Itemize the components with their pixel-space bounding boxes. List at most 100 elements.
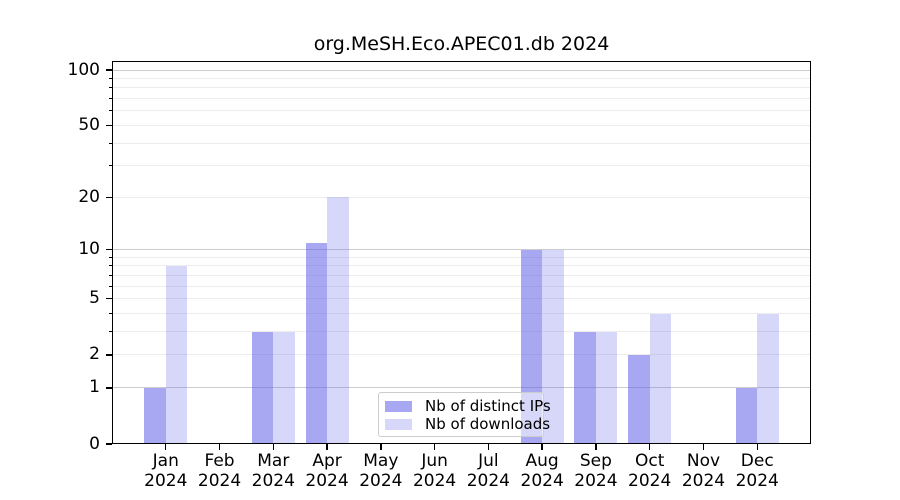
x-tick-year: 2024 xyxy=(197,470,242,491)
gridline-major xyxy=(112,249,811,251)
x-tick-month: Mar xyxy=(257,451,290,471)
y-axis-minor-tick xyxy=(108,124,112,126)
x-axis-tick-label: Aug 2024 xyxy=(497,451,587,491)
bar-downloads-mar xyxy=(273,331,295,444)
x-axis-tick-label: Sep 2024 xyxy=(551,451,641,491)
x-tick-year: 2024 xyxy=(251,470,295,491)
y-axis-tick-label: 0 xyxy=(89,433,100,454)
legend-label-downloads: Nb of downloads xyxy=(425,415,551,433)
bar-downloads-oct xyxy=(649,313,672,444)
x-axis-tick xyxy=(648,444,651,450)
legend-swatch-downloads xyxy=(385,418,412,430)
x-tick-year: 2024 xyxy=(628,470,672,491)
x-tick-month: Jun xyxy=(421,451,448,471)
gridline-minor xyxy=(112,196,811,198)
y-axis-minor-tick xyxy=(108,165,112,167)
x-axis-tick xyxy=(702,444,705,450)
x-axis-tick-label: Mar 2024 xyxy=(228,451,318,491)
y-axis-tick-label: 100 xyxy=(67,59,100,80)
x-axis-tick xyxy=(595,444,597,450)
bar-distinct-ips-mar xyxy=(251,331,274,444)
legend-item-distinct-ips: Nb of distinct IPs xyxy=(385,397,551,415)
x-tick-year: 2024 xyxy=(681,470,726,491)
gridline-minor xyxy=(112,256,811,258)
x-axis-tick xyxy=(165,444,167,450)
gridline-minor xyxy=(112,165,811,167)
x-axis-tick-label: Jun 2024 xyxy=(390,451,480,491)
y-axis-tick-label: 20 xyxy=(78,186,100,207)
y-axis-minor-tick xyxy=(108,274,112,276)
bar-downloads-jan xyxy=(165,265,188,444)
x-axis-tick-label: Oct 2024 xyxy=(605,451,695,491)
x-axis-tick xyxy=(756,444,758,450)
x-axis-tick-label: Nov 2024 xyxy=(658,451,748,491)
y-axis-minor-tick xyxy=(108,265,112,267)
x-tick-month: May xyxy=(363,451,399,471)
x-tick-month: Aug xyxy=(525,451,559,471)
x-axis-tick xyxy=(272,444,274,450)
gridline-minor xyxy=(112,313,811,315)
x-axis-tick xyxy=(433,444,436,450)
x-axis-tick-label: May 2024 xyxy=(336,451,426,491)
bar-downloads-aug xyxy=(542,249,564,444)
y-axis-minor-tick xyxy=(108,77,112,79)
y-axis-minor-tick xyxy=(108,354,112,356)
gridline-minor xyxy=(112,354,811,356)
y-axis-minor-tick xyxy=(108,98,112,100)
y-axis-tick-label: 1 xyxy=(89,377,100,398)
x-tick-month: Nov xyxy=(686,451,721,471)
x-tick-year: 2024 xyxy=(466,470,510,491)
y-axis-minor-tick xyxy=(108,313,112,315)
x-axis-tick-label: Jul 2024 xyxy=(443,451,533,491)
y-axis-tick-label: 10 xyxy=(78,239,100,260)
y-axis-tick xyxy=(106,69,112,71)
bar-downloads-dec xyxy=(757,313,779,444)
x-tick-year: 2024 xyxy=(735,470,779,491)
y-axis-tick-label: 2 xyxy=(89,344,100,365)
x-axis-tick xyxy=(541,444,543,450)
bar-downloads-sep xyxy=(595,331,618,444)
plot-area xyxy=(112,61,811,444)
gridline-minor xyxy=(112,265,811,267)
gridline-minor xyxy=(112,285,811,287)
gridline-minor xyxy=(112,331,811,333)
gridline-minor xyxy=(112,274,811,276)
x-tick-year: 2024 xyxy=(144,470,188,491)
x-tick-year: 2024 xyxy=(305,470,349,491)
chart-title: org.MeSH.Eco.APEC01.db 2024 xyxy=(313,33,610,55)
gridline-minor xyxy=(112,87,811,89)
bar-distinct-ips-apr xyxy=(305,242,328,444)
x-tick-month: Sep xyxy=(579,451,612,471)
x-tick-month: Oct xyxy=(634,451,665,471)
y-axis-minor-tick xyxy=(108,196,112,198)
y-axis-minor-tick xyxy=(108,256,112,258)
x-tick-month: Dec xyxy=(740,451,774,471)
x-axis-tick xyxy=(487,444,490,450)
x-tick-year: 2024 xyxy=(412,470,457,491)
y-axis-minor-tick xyxy=(108,87,112,89)
legend: Nb of distinct IPs Nb of downloads xyxy=(378,392,551,437)
legend-swatch-distinct-ips xyxy=(385,400,412,412)
legend-item-downloads: Nb of downloads xyxy=(385,415,550,433)
gridline-major xyxy=(112,69,811,71)
bar-distinct-ips-jan xyxy=(144,387,166,444)
bar-distinct-ips-sep xyxy=(574,331,596,444)
x-tick-year: 2024 xyxy=(520,470,564,491)
y-axis-minor-tick xyxy=(108,142,112,144)
x-tick-month: Jul xyxy=(478,451,499,471)
x-axis-tick-label: Feb 2024 xyxy=(175,451,265,491)
y-axis-minor-tick xyxy=(108,331,112,333)
bar-distinct-ips-oct xyxy=(628,354,650,444)
y-axis-minor-tick xyxy=(108,285,112,287)
x-tick-year: 2024 xyxy=(359,470,403,491)
x-tick-month: Jan xyxy=(152,451,179,471)
y-axis-tick-label: 5 xyxy=(89,288,100,309)
gridline-minor xyxy=(112,98,811,100)
x-axis-tick xyxy=(218,444,221,450)
x-tick-year: 2024 xyxy=(574,470,618,491)
y-axis-tick xyxy=(106,387,112,389)
x-axis-tick-label: Dec 2024 xyxy=(712,451,802,491)
y-axis-minor-tick xyxy=(108,298,112,300)
bar-distinct-ips-dec xyxy=(735,387,758,444)
